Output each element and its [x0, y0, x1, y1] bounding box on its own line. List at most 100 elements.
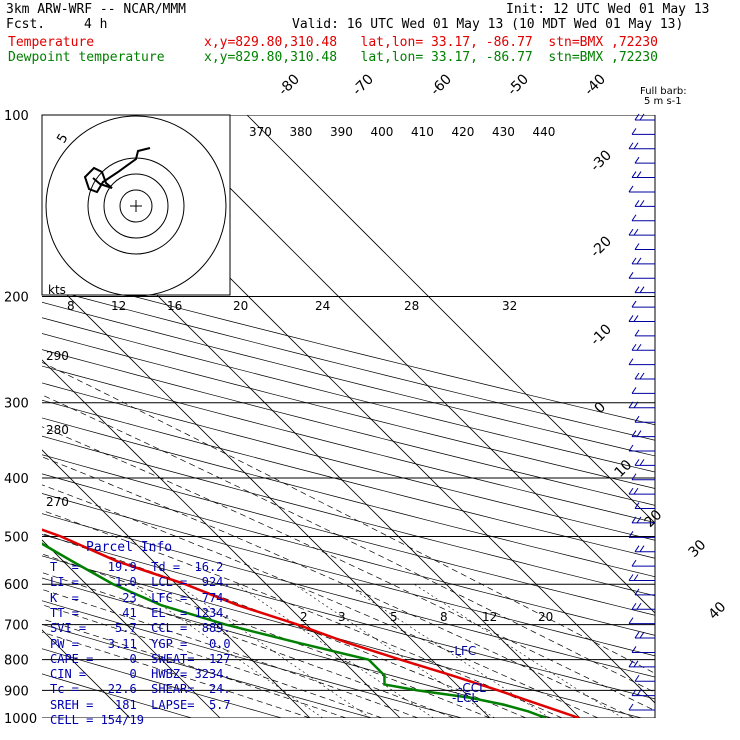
- wind-barb-flag: [636, 516, 642, 524]
- wind-barb-flag: [639, 631, 645, 639]
- wind-barb-flag: [634, 329, 640, 337]
- mixing-ratio-label: 12: [482, 610, 497, 624]
- wind-barb-flag: [639, 372, 645, 380]
- hodograph-ring: [103, 173, 169, 239]
- isotherm-line: [246, 115, 655, 524]
- wind-barb-flag: [631, 128, 637, 135]
- wind-barb-flag: [628, 444, 634, 452]
- wind-barb-flag: [634, 502, 640, 509]
- mixing-ratio-line: [131, 583, 323, 718]
- wind-barb-flag: [634, 415, 640, 423]
- hodograph-speed-tick: 28: [404, 299, 419, 313]
- temperature-tick-label: 40: [706, 599, 730, 623]
- theta-label: 430: [492, 125, 515, 139]
- theta-label: 380: [290, 125, 313, 139]
- wind-barb-flag: [636, 689, 642, 696]
- isotherm-line: [42, 539, 221, 718]
- theta-side-label: 270: [46, 495, 69, 509]
- wind-barb-flag: [633, 401, 639, 409]
- wind-barb-flag: [631, 300, 637, 308]
- parcel-info-row: T = 19.9 Td = 16.2: [50, 560, 224, 574]
- theta-label: 420: [452, 125, 475, 139]
- theta-label: 440: [533, 125, 556, 139]
- wind-barb-flag: [636, 430, 642, 437]
- parcel-info-row: CIN = 0 HWBZ= 3234.: [50, 667, 231, 682]
- pressure-label: 1000: [4, 712, 37, 727]
- moist-adiabat: [42, 426, 655, 712]
- level-marker: -LCL: [452, 691, 478, 705]
- dry-adiabat: [42, 417, 655, 578]
- wind-barb-flag: [634, 588, 640, 596]
- wind-barb-flag: [628, 487, 634, 495]
- mixing-ratio-label: 2: [300, 610, 308, 624]
- pressure-label: 300: [4, 397, 29, 412]
- level-marker: -CCL: [458, 681, 486, 695]
- wind-barb-flag: [634, 674, 640, 682]
- dry-adiabat: [42, 301, 655, 457]
- hodograph-ring: [119, 189, 153, 223]
- parcel-info-row: K = 23 LFC = 774.: [50, 590, 231, 605]
- dry-adiabat: [42, 435, 655, 597]
- hodograph-speed-tick: 20: [233, 299, 248, 313]
- wind-barb-flag: [631, 473, 637, 481]
- parcel-info-row: CAPE = 0 SWEAT= 127: [50, 651, 231, 666]
- wind-barb-flag: [633, 315, 639, 322]
- wind-barb-flag: [628, 617, 634, 624]
- wind-barb-flag: [636, 343, 642, 351]
- moist-adiabat: [42, 361, 655, 674]
- wind-barb-flag: [628, 660, 634, 668]
- wind-barb-flag: [631, 171, 637, 178]
- dry-adiabat: [42, 333, 655, 489]
- dry-adiabat: [42, 473, 655, 636]
- theta-label: 390: [330, 125, 353, 139]
- isotherm-line: [42, 269, 491, 718]
- parcel-info-row: Tc = 22.6 SHEAR= 24.: [50, 682, 231, 697]
- dry-adiabat: [42, 317, 655, 473]
- wind-barb-flag: [639, 286, 645, 293]
- mixing-ratio-line: [293, 583, 495, 718]
- hodograph-speed-tick: 8: [67, 299, 75, 313]
- dry-adiabat: [42, 513, 655, 678]
- temperature-tick-label: -30: [588, 147, 615, 174]
- level-marker: -LFC: [450, 644, 476, 658]
- wind-barb-flag: [639, 545, 645, 552]
- wind-barb-flag: [628, 142, 634, 150]
- wind-barb-flag: [634, 286, 640, 293]
- pressure-label: 400: [4, 472, 29, 487]
- isotherm-line: [42, 449, 311, 718]
- wind-barb-flag: [639, 200, 645, 207]
- wind-barb-flag: [636, 171, 642, 178]
- hodograph-speed-tick: 12: [111, 299, 126, 313]
- wind-barb-flag: [628, 358, 634, 365]
- wind-barb-flag: [631, 343, 637, 351]
- theta-side-label: 280: [46, 423, 69, 437]
- wind-barb-flag: [634, 113, 640, 121]
- temperature-tick-label: 0: [592, 399, 610, 417]
- wind-barb-flag: [634, 545, 640, 552]
- temperature-tick-label: -50: [505, 71, 532, 98]
- temperature-tick-label: -70: [350, 71, 377, 98]
- parcel-info-title: Parcel Info: [86, 540, 173, 555]
- temperature-tick-label: -10: [588, 321, 615, 348]
- temperature-line: [42, 528, 580, 718]
- mixing-ratio-label: 5: [390, 610, 398, 624]
- model-title: 3km ARW-WRF -- NCAR/MMM: [6, 2, 187, 17]
- wind-barb-flag: [634, 372, 640, 380]
- wind-barb-flag: [631, 646, 637, 653]
- temperature-tick-label: -60: [428, 71, 455, 98]
- init-time: Init: 12 UTC Wed 01 May 13: [506, 2, 710, 17]
- isotherm-line: [156, 115, 655, 614]
- theta-side-label: 290: [46, 349, 69, 363]
- wind-barb-flag: [631, 430, 637, 437]
- wind-barb-flag: [628, 401, 634, 409]
- mixing-ratio-line: [414, 583, 623, 718]
- pressure-label: 600: [4, 578, 29, 593]
- forecast-label: Fcst.: [6, 17, 46, 32]
- moist-adiabat: [42, 553, 491, 718]
- pressure-label: 100: [4, 109, 29, 124]
- parcel-info-row: SREH = 181 LAPSE= 5.7: [50, 697, 231, 712]
- pressure-label: 200: [4, 291, 29, 306]
- valid-time: Valid: 16 UTC Wed 01 May 13 (10 MDT Wed …: [292, 17, 684, 32]
- wind-barb-flag: [634, 200, 640, 207]
- wind-barb-flag: [628, 574, 634, 581]
